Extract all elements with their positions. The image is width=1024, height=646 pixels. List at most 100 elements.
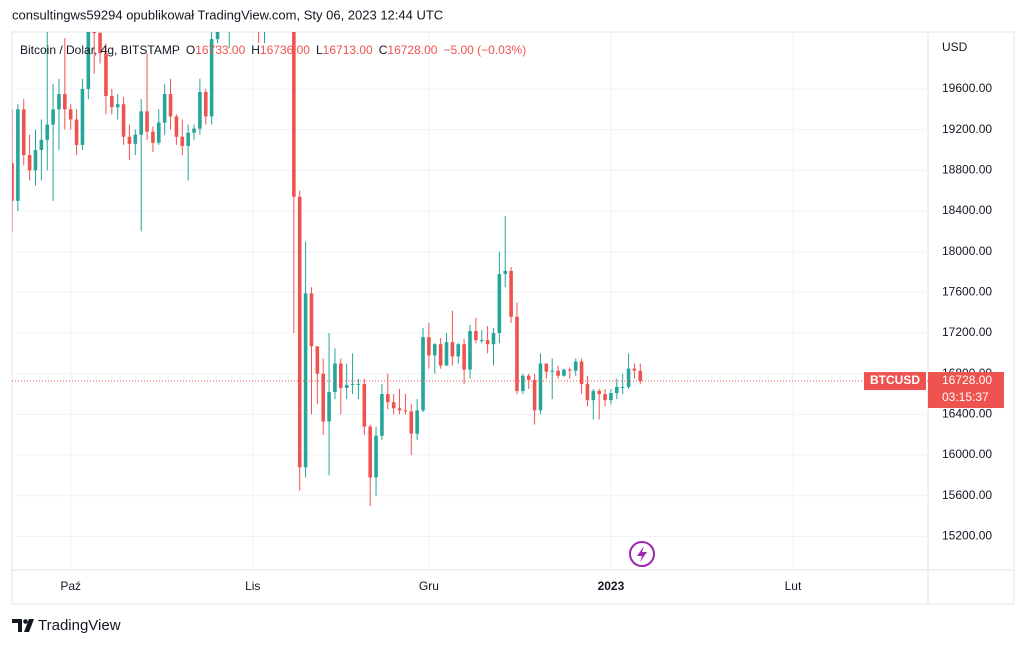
candle-body <box>350 383 355 385</box>
candle-body <box>573 361 578 371</box>
axis-label: USD <box>942 40 968 54</box>
candle-body <box>550 370 555 372</box>
candle-body <box>198 92 202 129</box>
candle-body <box>538 363 543 411</box>
y-tick-label: 16400.00 <box>942 407 992 421</box>
candle-body <box>168 94 173 117</box>
candle-body <box>491 333 496 345</box>
flash-icon[interactable] <box>629 541 655 567</box>
legend-label: H <box>251 43 260 57</box>
candle-body <box>356 383 361 385</box>
legend-value: 16728.00 <box>387 43 437 57</box>
candle-body <box>92 32 97 34</box>
candle-body <box>591 391 596 401</box>
candle-body <box>450 342 455 357</box>
candle-body <box>462 344 466 370</box>
candle-body <box>139 111 143 135</box>
candle-body <box>444 342 449 366</box>
candle-body <box>368 426 372 478</box>
legend-label: L <box>316 43 323 57</box>
candle-body <box>86 32 91 89</box>
y-tick-label: 17200.00 <box>942 325 992 339</box>
symbol-box <box>864 372 926 391</box>
candle-body <box>362 383 367 427</box>
candle-body <box>509 270 513 317</box>
candle-body <box>121 104 126 137</box>
candle-body <box>479 340 484 342</box>
y-tick-label: 19600.00 <box>942 81 992 95</box>
candle-body <box>292 32 296 197</box>
brand-logo: TradingView <box>12 617 121 634</box>
x-tick-label: Paź <box>60 579 81 593</box>
candle-body <box>562 369 566 376</box>
candle-body <box>110 96 114 108</box>
candle-body <box>403 410 408 412</box>
grid <box>12 32 928 570</box>
candle-body <box>609 393 613 401</box>
legend-value: 16713.00 <box>323 43 373 57</box>
candle-body <box>485 340 490 345</box>
candle-body <box>632 368 637 371</box>
candle-body <box>503 270 508 275</box>
candle-body <box>427 337 431 356</box>
y-tick-label: 15600.00 <box>942 488 992 502</box>
candle-body <box>532 379 537 411</box>
x-tick-label: Lut <box>785 579 802 593</box>
candle-body <box>456 344 461 357</box>
candle-body <box>432 344 437 356</box>
candle-body <box>556 370 560 376</box>
candle-body <box>151 131 155 143</box>
candle-body <box>638 370 643 382</box>
candle-body <box>21 109 26 156</box>
price-box <box>928 372 1004 409</box>
candle-body <box>521 375 525 392</box>
candle-body <box>385 394 390 403</box>
candle-body <box>597 391 601 395</box>
candle-body <box>421 337 425 411</box>
publisher: consultingws59294 opublikował TradingVie… <box>12 7 443 22</box>
candle-body <box>51 109 55 125</box>
candle-body <box>415 410 419 434</box>
candle-body <box>626 368 631 387</box>
candle-body <box>133 134 138 144</box>
axes: 15200.0015600.0016000.0016400.0016800.00… <box>60 81 992 593</box>
candle-body <box>315 346 320 374</box>
candle-body <box>568 369 572 371</box>
symbol-label: BTCUSD <box>870 373 920 387</box>
candle-body <box>409 411 414 434</box>
candle-body <box>115 104 120 108</box>
legend-value: 16733.00 <box>195 43 245 57</box>
candle-body <box>215 32 220 40</box>
candle-body <box>468 331 472 370</box>
y-tick-label: 19200.00 <box>942 122 992 136</box>
logo-mark <box>12 619 34 632</box>
price-label: 16728.00 <box>942 373 992 387</box>
y-tick-label: 18800.00 <box>942 162 992 176</box>
candle-body <box>180 136 185 146</box>
candle-body <box>497 274 502 334</box>
candle-body <box>16 109 20 201</box>
y-tick-label: 18400.00 <box>942 203 992 217</box>
y-tick-label: 15200.00 <box>942 529 992 543</box>
legend-label: C <box>379 43 388 57</box>
candle-body <box>397 408 402 411</box>
candle-body <box>438 344 443 366</box>
legend-symbol: Bitcoin / Dolar, 4g, BITSTAMP O16733.00 H1… <box>20 43 526 57</box>
candle-body <box>39 139 44 150</box>
candle-body <box>209 39 214 117</box>
legend-symbol-text: Bitcoin / Dolar, 4g, BITSTAMP <box>20 43 180 57</box>
x-tick-label: Lis <box>245 579 260 593</box>
candle-body <box>579 361 584 384</box>
candle-body <box>27 155 32 171</box>
candle-body <box>186 132 190 146</box>
candle-body <box>57 94 61 110</box>
candle-body <box>203 92 208 117</box>
candle-body <box>344 384 349 388</box>
candle-body <box>12 163 14 201</box>
candle-body <box>380 394 384 436</box>
candle-body <box>80 88 85 145</box>
y-tick-label: 18000.00 <box>942 244 992 258</box>
